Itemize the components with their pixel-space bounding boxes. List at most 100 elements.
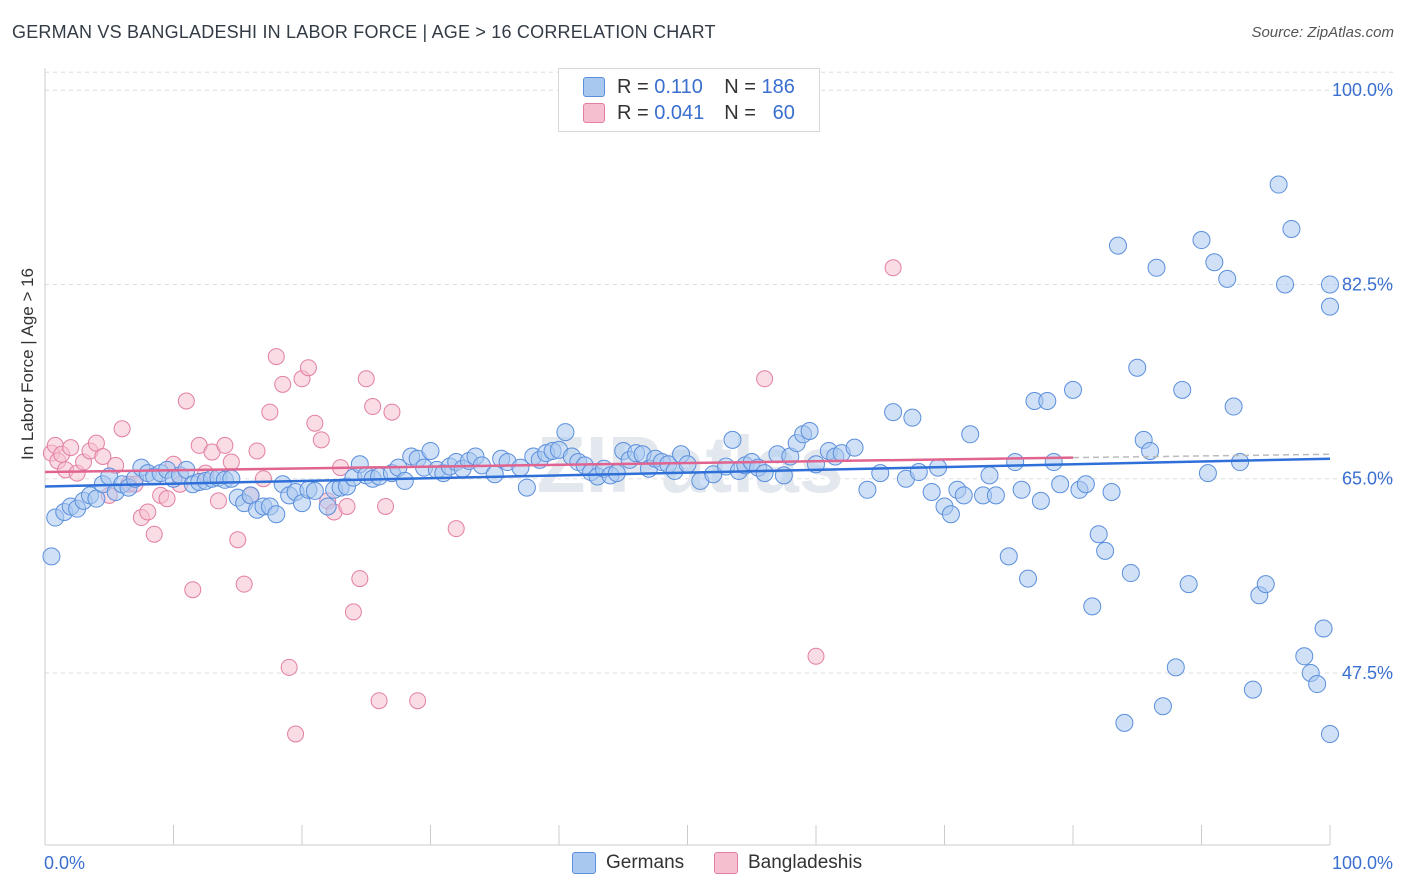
legend-swatch-bangladeshis	[583, 103, 605, 123]
german-point	[961, 425, 980, 444]
bangladeshi-point	[884, 259, 902, 277]
german-point	[980, 466, 999, 485]
german-point	[922, 483, 941, 502]
german-point	[1019, 569, 1038, 588]
german-point	[999, 547, 1018, 566]
bangladeshi-point	[248, 442, 266, 460]
bottom-legend-bangladeshis: Bangladeshis	[714, 852, 862, 874]
german-point	[222, 469, 241, 488]
german-point	[1102, 483, 1121, 502]
german-point	[909, 463, 928, 482]
german-point	[1276, 275, 1295, 294]
bottom-legend-label-bangladeshis: Bangladeshis	[748, 852, 863, 873]
german-point	[858, 480, 877, 499]
german-point	[723, 430, 742, 449]
bangladeshi-trend-line	[44, 456, 1074, 474]
german-point	[1031, 491, 1050, 510]
german-point	[800, 421, 819, 440]
bangladeshi-point	[222, 453, 240, 471]
german-point	[903, 408, 922, 427]
german-point	[1295, 647, 1314, 666]
bangladeshi-point	[235, 575, 253, 593]
bangladeshi-point	[756, 370, 774, 388]
german-point	[755, 464, 774, 483]
bottom-legend-swatch-bangladeshis	[714, 852, 738, 874]
german-point	[1321, 275, 1339, 294]
bottom-legend-swatch-germans	[572, 852, 596, 874]
german-point	[1115, 713, 1134, 732]
bangladeshi-point	[216, 436, 234, 454]
german-point	[1064, 380, 1082, 399]
legend-r-value: 0.041	[654, 101, 705, 124]
legend-n-value: 60	[772, 101, 795, 124]
german-point	[1096, 541, 1115, 560]
bangladeshi-point	[158, 490, 176, 508]
bangladeshi-point	[357, 370, 375, 388]
german-point	[1205, 253, 1224, 272]
bangladeshi-point	[338, 497, 356, 515]
chart-source: Source: ZipAtlas.com	[1251, 24, 1394, 41]
legend-swatch-germans	[583, 77, 605, 97]
legend-n-value: 186	[761, 75, 795, 98]
german-point	[1269, 175, 1288, 194]
bangladeshi-point	[377, 497, 395, 515]
german-point	[1308, 675, 1327, 694]
german-point	[1006, 453, 1025, 472]
bangladeshi-point	[280, 658, 298, 676]
german-point	[1012, 480, 1031, 499]
y-tick-label: 65.0%	[1342, 469, 1393, 489]
german-point	[845, 438, 864, 457]
bangladeshi-point	[209, 492, 227, 510]
german-point	[1108, 236, 1127, 255]
german-point	[267, 505, 286, 524]
german-point	[1243, 680, 1262, 699]
german-point	[517, 478, 536, 497]
german-point	[395, 471, 414, 490]
bangladeshi-point	[351, 570, 369, 588]
german-point	[1179, 575, 1198, 594]
bangladeshi-point	[312, 431, 330, 449]
bangladeshi-point	[383, 403, 401, 421]
german-point	[1166, 658, 1185, 677]
german-point	[421, 441, 440, 460]
bangladeshi-point	[177, 392, 195, 410]
german-point	[941, 505, 960, 524]
bangladeshi-point	[62, 439, 80, 457]
german-point	[556, 423, 575, 442]
bangladeshi-point	[267, 348, 285, 366]
german-point	[1044, 453, 1063, 472]
legend-row-germans: R = 0.110 N = 186	[583, 75, 795, 99]
legend-row-bangladeshis: R = 0.041 N = 60	[583, 101, 795, 125]
bangladeshi-point	[274, 375, 292, 393]
german-point	[485, 465, 504, 484]
legend-r-value: 0.110	[654, 75, 703, 98]
bangladeshi-point	[364, 398, 382, 416]
y-tick-label: 100.0%	[1332, 80, 1393, 100]
german-point	[1089, 525, 1108, 544]
bangladeshi-point	[447, 520, 465, 538]
bangladeshi-trend-extension	[1072, 453, 1331, 459]
bangladeshi-point	[344, 603, 362, 621]
bangladeshi-point	[261, 403, 279, 421]
german-point	[1321, 297, 1339, 316]
german-point	[42, 547, 61, 566]
trend-lines	[44, 453, 1331, 488]
legend-n-label: N =	[724, 101, 756, 124]
german-point	[1192, 231, 1211, 250]
tick-labels: 47.5% 65.0% 82.5% 100.0% 0.0% 100.0%	[44, 80, 1393, 873]
x-tick-label-min: 0.0%	[44, 853, 85, 873]
german-point	[1141, 441, 1160, 460]
bangladeshi-point	[94, 448, 112, 465]
bangladeshi-point	[229, 531, 247, 549]
bangladeshi-point	[807, 647, 825, 665]
y-tick-label: 47.5%	[1342, 663, 1393, 683]
bangladeshi-point	[299, 359, 317, 377]
bangladeshi-point	[409, 692, 427, 710]
german-point	[954, 486, 973, 505]
german-point	[1147, 258, 1166, 277]
bangladeshi-point	[139, 503, 157, 521]
german-point	[305, 481, 324, 500]
bangladeshi-point	[113, 420, 131, 438]
german-point	[1038, 392, 1057, 410]
